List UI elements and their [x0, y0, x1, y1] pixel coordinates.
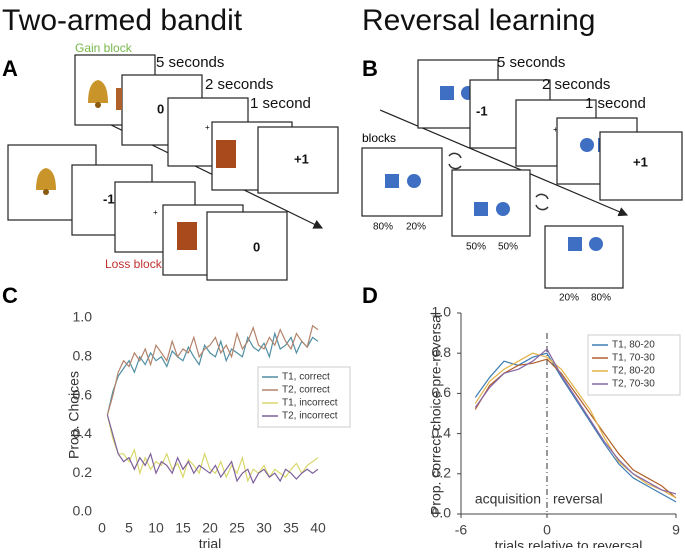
x-tick-label: 20: [202, 520, 218, 536]
screen: [257, 126, 339, 194]
duration: 5 seconds: [156, 54, 224, 71]
x-tick-label: 5: [125, 520, 133, 536]
duration: 2 seconds: [205, 76, 273, 93]
legend-label: T2, incorrect: [282, 411, 338, 422]
y-axis-label: Prop. correct choice pre-reversal: [428, 312, 444, 515]
legend-label: T1, incorrect: [282, 398, 338, 409]
probability: 80%: [591, 293, 611, 304]
outcome: 0: [157, 101, 164, 116]
x-tick-label: 25: [229, 520, 245, 536]
x-axis-label: trials relative to reversal: [495, 538, 643, 548]
switch-icon: [448, 152, 549, 211]
x-tick-label: 0: [543, 522, 551, 538]
probability: 50%: [498, 242, 518, 253]
duration: 1 second: [250, 95, 311, 112]
fixation: +: [205, 123, 210, 132]
x-tick-label: 0: [98, 520, 106, 536]
y-tick-label: 0.2: [432, 465, 452, 481]
screen: [599, 131, 683, 201]
heading: Reversal learning: [362, 4, 595, 37]
legend-label: T2, 80-20: [612, 366, 655, 377]
x-tick-label: 10: [148, 520, 164, 536]
series-line: [474, 348, 677, 495]
probability: 80%: [373, 222, 393, 233]
x-tick-label: 9: [672, 522, 680, 538]
annotation: acquisition: [475, 491, 541, 507]
legend-label: T2, correct: [282, 385, 330, 396]
y-tick-label: 0.6: [432, 384, 452, 400]
probability: 50%: [466, 242, 486, 253]
legend-label: T1, 70-30: [612, 353, 655, 364]
x-tick-label: 15: [175, 520, 191, 536]
y-tick-label: 0.0: [73, 503, 93, 519]
square-stim: [385, 174, 399, 188]
panel-label: B: [362, 56, 378, 81]
block-screen: [361, 147, 443, 217]
legend-label: T1, 80-20: [612, 340, 655, 351]
block-screen: [544, 225, 624, 289]
outcome: +1: [633, 154, 648, 169]
block-label: Loss block: [105, 257, 163, 271]
series-line: [474, 358, 677, 499]
y-tick-label: 1.0: [432, 304, 452, 320]
y-tick-label: 0.8: [73, 348, 93, 364]
x-tick-label: -6: [455, 522, 468, 538]
duration: 2 seconds: [542, 76, 610, 93]
outcome: +1: [294, 151, 309, 166]
y-tick-label: 0.4: [432, 424, 452, 440]
block-screen: [451, 169, 531, 237]
outcome: -1: [103, 191, 115, 206]
outcome: -1: [476, 103, 488, 118]
outcome: 0: [253, 239, 260, 254]
diagram-a: + +1 0 Gain block 5 seconds 2 seconds 1 …: [7, 41, 339, 281]
circle-stim: [580, 138, 594, 152]
panel-label: A: [2, 56, 18, 81]
x-axis-label: trial: [199, 536, 222, 548]
screen: [206, 211, 288, 281]
series-line: [106, 414, 319, 485]
y-tick-label: 0.8: [432, 344, 452, 360]
x-tick-label: 40: [310, 520, 326, 536]
legend-label: T2, 70-30: [612, 379, 655, 390]
annotation: reversal: [553, 491, 603, 507]
series-line: [106, 331, 319, 416]
panel-label: C: [2, 283, 18, 308]
series-line: [106, 324, 319, 416]
square-stim: [474, 202, 488, 216]
fixation: +: [153, 208, 158, 217]
y-tick-label: 0.6: [73, 386, 93, 402]
block-label: Gain block: [75, 41, 133, 55]
y-tick-label: 0.0: [432, 505, 452, 521]
legend-label: T1, correct: [282, 372, 330, 383]
panel-label: D: [362, 283, 378, 308]
book-edge: [116, 88, 122, 110]
probability: 20%: [406, 222, 426, 233]
series-line: [474, 352, 677, 499]
y-tick-label: 0.2: [73, 464, 93, 480]
duration: 5 seconds: [497, 54, 565, 71]
y-axis-label: Prop. Choices: [66, 371, 82, 459]
y-tick-label: 1.0: [73, 309, 93, 325]
square-stim: [440, 86, 454, 100]
diagram-b: -1 + +1 5 seconds 2 seconds 1 second blo…: [361, 54, 683, 304]
bell-icon: [36, 168, 56, 195]
x-tick-label: 35: [283, 520, 299, 536]
square-stim: [568, 237, 582, 251]
fixation: +: [553, 125, 558, 134]
series-line: [474, 352, 677, 503]
book-icon: [216, 140, 236, 168]
duration: 1 second: [585, 95, 646, 112]
book-icon: [177, 222, 197, 250]
probability: 20%: [559, 293, 579, 304]
x-tick-label: 30: [256, 520, 272, 536]
blocks-label: blocks: [362, 131, 396, 145]
circle-stim: [589, 237, 603, 251]
bell-icon: [88, 80, 108, 108]
heading: Two-armed bandit: [2, 4, 243, 37]
y-tick-label: 0.4: [73, 425, 93, 441]
circle-stim: [407, 174, 421, 188]
circle-stim: [496, 202, 510, 216]
